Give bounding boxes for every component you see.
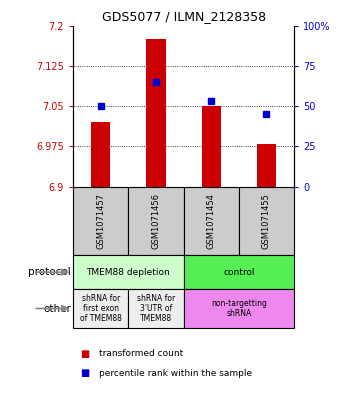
Text: shRNA for
3'UTR of
TMEM88: shRNA for 3'UTR of TMEM88 <box>137 294 175 323</box>
Text: ■: ■ <box>80 368 89 378</box>
Bar <box>73 289 129 328</box>
Text: other: other <box>43 303 71 314</box>
Title: GDS5077 / ILMN_2128358: GDS5077 / ILMN_2128358 <box>102 10 266 23</box>
Text: protocol: protocol <box>28 267 71 277</box>
Text: GSM1071455: GSM1071455 <box>262 193 271 249</box>
Bar <box>184 187 239 255</box>
Text: GSM1071454: GSM1071454 <box>207 193 216 249</box>
Text: shRNA for
first exon
of TMEM88: shRNA for first exon of TMEM88 <box>80 294 122 323</box>
Bar <box>129 289 184 328</box>
Text: GSM1071456: GSM1071456 <box>152 193 160 249</box>
Text: non-targetting
shRNA: non-targetting shRNA <box>211 299 267 318</box>
Bar <box>239 187 294 255</box>
Bar <box>73 187 129 255</box>
Bar <box>184 289 294 328</box>
Bar <box>129 187 184 255</box>
Bar <box>202 106 221 187</box>
Bar <box>73 255 184 289</box>
Text: TMEM88 depletion: TMEM88 depletion <box>86 268 170 277</box>
Text: GSM1071457: GSM1071457 <box>96 193 105 249</box>
Bar <box>146 39 166 187</box>
Bar <box>184 255 294 289</box>
Bar <box>257 144 276 187</box>
Text: transformed count: transformed count <box>99 349 183 358</box>
Text: control: control <box>223 268 255 277</box>
Text: percentile rank within the sample: percentile rank within the sample <box>99 369 252 378</box>
Text: ■: ■ <box>80 349 89 359</box>
Bar <box>91 122 110 187</box>
